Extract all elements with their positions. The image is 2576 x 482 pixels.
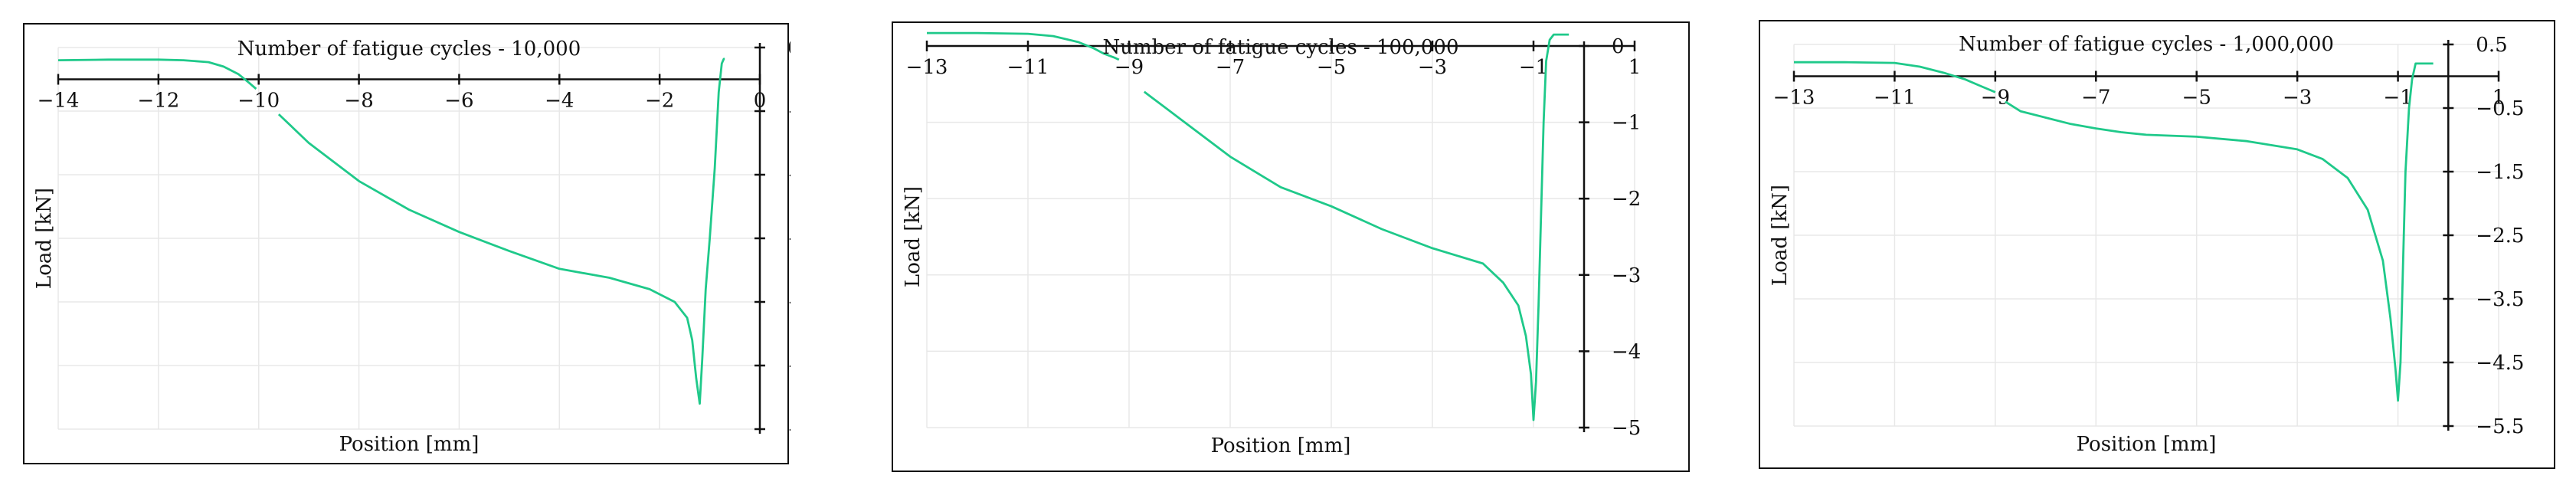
x-tick-label-2: −9 xyxy=(1115,56,1144,79)
y-tick-label-1: −0.5 xyxy=(2476,97,2524,120)
y-tick-label-4: −3.5 xyxy=(2476,288,2524,311)
y-tick-label-2: −1.5 xyxy=(787,164,790,187)
y-tick-label-0: 0.5 xyxy=(787,37,790,60)
x-axis-label: Position [mm] xyxy=(1211,434,1351,457)
x-tick-label-5: −3 xyxy=(2283,87,2312,110)
y-axis-label: Load [kN] xyxy=(33,188,56,289)
x-tick-label-0: −13 xyxy=(906,56,948,79)
x-tick-label-2: −10 xyxy=(237,90,280,113)
chart-panel-1000000: −13 −11 −9 −7 −5 −3 −1 1 0.5 −0.5 −1.5 −2.5 −3.5 −4.5… xyxy=(1759,20,2555,469)
y-tick-label-0: 0.5 xyxy=(2476,34,2507,57)
x-tick-label-1: −11 xyxy=(1007,56,1049,79)
y-axis-label: Load [kN] xyxy=(902,186,925,287)
x-tick-label-4: −5 xyxy=(1317,56,1346,79)
x-axis-label: Position [mm] xyxy=(2077,433,2217,456)
chart-title: Number of fatigue cycles - 1,000,000 xyxy=(1959,33,2334,56)
x-axis-label: Position [mm] xyxy=(339,433,480,456)
y-tick-label-1: −0.5 xyxy=(787,100,790,123)
y-tick-label-0: 0 xyxy=(1612,35,1625,58)
chart-svg-10000: −14 −12 −10 −8 −6 −4 −2 0 0.5 −0.5 −1.5 −2.5 −3.5 −4.… xyxy=(33,37,790,456)
x-tick-label-3: −7 xyxy=(2081,87,2110,110)
x-tick-label-7: 0 xyxy=(754,90,767,113)
y-tick-label-5: −4.5 xyxy=(787,355,790,378)
x-tick-label-6: −2 xyxy=(645,90,674,113)
x-tick-label-5: −4 xyxy=(545,90,574,113)
x-tick-label-0: −13 xyxy=(1773,87,1815,110)
x-tick-label-7: 1 xyxy=(1628,56,1642,79)
x-tick-label-6: −1 xyxy=(2383,87,2412,110)
series-line-segment-0 xyxy=(927,31,1120,61)
y-tick-label-4: −3.5 xyxy=(787,291,790,314)
y-tick-label-1: −1 xyxy=(1612,112,1641,135)
chart-panel-100000: −13 −11 −9 −7 −5 −3 −1 1 0 −1 −2 −3 −4 −5 Number of fa… xyxy=(892,21,1690,472)
x-tick-label-1: −11 xyxy=(1874,87,1916,110)
y-tick-label-2: −2 xyxy=(1612,188,1641,211)
series-line-segment-1 xyxy=(1143,33,1569,421)
chart-title: Number of fatigue cycles - 100,000 xyxy=(1102,36,1458,59)
series-line-segment-1 xyxy=(2005,62,2434,402)
chart-svg-1000000: −13 −11 −9 −7 −5 −3 −1 10.5−0.5−1.5−2.5−3.5−4.5… xyxy=(1769,33,2524,456)
y-tick-label-6: −5.5 xyxy=(787,418,790,441)
x-tick-label-6: −1 xyxy=(1519,56,1548,79)
x-tick-label-5: −3 xyxy=(1418,56,1447,79)
y-tick-label-5: −5 xyxy=(1612,417,1641,440)
x-tick-label-7: 1 xyxy=(2493,87,2506,110)
y-tick-label-5: −4.5 xyxy=(2476,352,2524,375)
series-line-segment-1 xyxy=(277,57,725,405)
x-tick-label-3: −8 xyxy=(344,90,373,113)
y-tick-label-3: −2.5 xyxy=(2476,225,2524,248)
y-tick-label-6: −5.5 xyxy=(2476,415,2524,438)
x-tick-label-3: −7 xyxy=(1216,56,1245,79)
y-tick-label-3: −3 xyxy=(1612,264,1641,287)
x-tick-label-4: −6 xyxy=(444,90,473,113)
series-line-segment-0 xyxy=(1794,61,1996,93)
y-tick-label-3: −2.5 xyxy=(787,228,790,251)
y-tick-label-2: −1.5 xyxy=(2476,161,2524,184)
x-tick-label-4: −5 xyxy=(2182,87,2211,110)
y-axis-label: Load [kN] xyxy=(1769,185,1792,286)
x-tick-label-1: −12 xyxy=(137,90,179,113)
y-tick-label-4: −4 xyxy=(1612,340,1641,363)
x-tick-label-2: −9 xyxy=(1981,87,2010,110)
series-line-segment-0 xyxy=(57,58,257,90)
chart-title: Number of fatigue cycles - 10,000 xyxy=(237,38,581,61)
chart-panel-10000: −14 −12 −10 −8 −6 −4 −2 0 0.5 −0.5 −1.5 −2.5 −3.5 −4.… xyxy=(23,23,790,464)
x-tick-label-0: −14 xyxy=(38,90,80,113)
